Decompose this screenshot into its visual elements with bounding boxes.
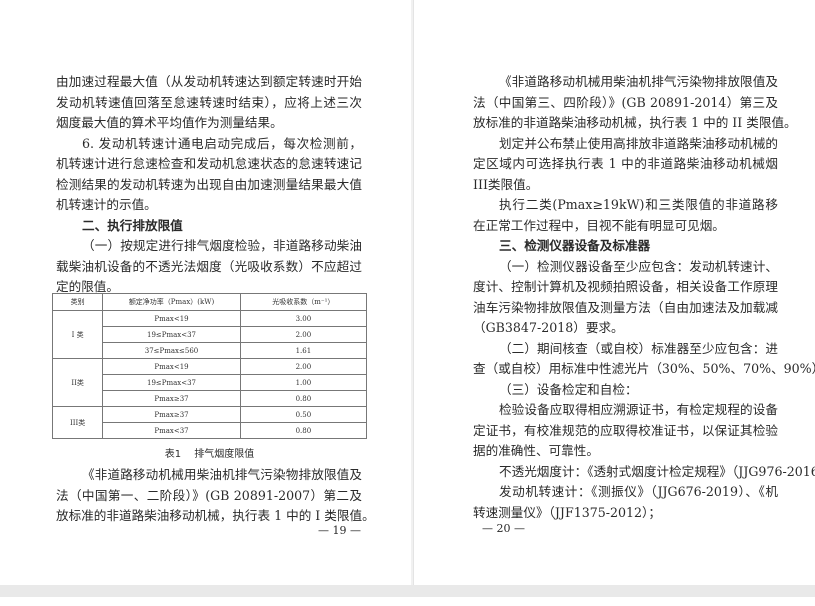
power-range-cell: Pmax≥37 bbox=[102, 406, 241, 423]
paragraph-line: （一）检测仪器设备至少应包含：发动机转速计、不透光烟 bbox=[499, 258, 778, 274]
paragraph-line: 由加速过程最大值（从发动机转速达到额定转速时开始采样，到 bbox=[56, 74, 362, 89]
paragraph-line: 定证书，有校准规范的应取得校准证书，以保证其检验结果和数 bbox=[473, 422, 778, 438]
paragraph-line: 法（中国第一、二阶段）》(GB 20891-2007）第二及以前阶段排 bbox=[56, 487, 362, 503]
paragraph-line: 烟度最大值的算术平均值作为测量结果。 bbox=[56, 115, 283, 130]
power-range-cell: 37≤Pmax≤560 bbox=[102, 342, 241, 359]
paragraph-line: 据的准确性、可靠性。 bbox=[473, 443, 599, 458]
absorption-coefficient-cell: 0.80 bbox=[239, 390, 368, 407]
power-range-cell: Pmax<37 bbox=[102, 422, 241, 439]
table-row: I 类 Pmax<19 3.00 bbox=[51, 310, 368, 359]
paragraph-line: 度计、控制计算机及视频拍照设备，相关设备工作原理应满足《柴 bbox=[473, 279, 778, 294]
paragraph-line: （GB3847-2018）要求。 bbox=[473, 320, 624, 335]
category-cell: III类 bbox=[51, 406, 104, 439]
left-page-text-bottom: 《非道路移动机械用柴油机排气污染物排放限值及测量方法（中国第一、二阶段）》(GB… bbox=[56, 465, 375, 527]
power-range-cell: 19≤Pmax<37 bbox=[102, 374, 241, 391]
table-header-cell: 光吸收系数（m⁻¹） bbox=[239, 293, 368, 311]
emission-limit-table: 类别 额定净功率（Pmax）(kW) 光吸收系数（m⁻¹） I 类 Pmax<19 3.… bbox=[51, 293, 368, 439]
page-number: — 20 — bbox=[482, 522, 525, 535]
table-row: Pmax≥37 0.80 bbox=[53, 390, 368, 407]
page-number: — 19 — bbox=[318, 524, 361, 537]
paragraph-line: 发动机转速值回落至怠速转速时结束），应将上述三次自由加速 bbox=[56, 94, 362, 110]
category-cell: II类 bbox=[51, 358, 104, 407]
table-row: II类 Pmax<19 2.00 bbox=[51, 358, 368, 407]
power-range-cell: Pmax≥37 bbox=[102, 390, 241, 407]
paragraph-line: （二）期间核查（或自校）标准器至少应包含：进行期间核 bbox=[499, 340, 778, 356]
paragraph-line: 不透光烟度计：《透射式烟度计检定规程》（JJG976-2016）； bbox=[499, 463, 815, 479]
right-page-text: 《非道路移动机械用柴油机排气污染物排放限值及测量方法（中国第三、四阶段）》(GB… bbox=[473, 72, 815, 523]
absorption-coefficient-cell: 1.61 bbox=[239, 342, 368, 359]
paragraph-line: 执行二类(Pmax≥19kW)和三类限值的非道路移动柴油机械， bbox=[499, 197, 778, 212]
table-row: Pmax<37 0.80 bbox=[53, 422, 368, 439]
absorption-coefficient-cell: 0.50 bbox=[239, 406, 368, 423]
paragraph-line: 检测结果的发动机转速为出现自由加速测量结果最大值时发动 bbox=[56, 176, 362, 192]
absorption-coefficient-cell: 2.00 bbox=[239, 358, 368, 375]
section-heading: 二、执行排放限值 bbox=[82, 217, 183, 233]
paragraph-line: 在正常工作过程中，目视不能有明显可见烟。 bbox=[473, 217, 725, 233]
paragraph-line: 载柴油机设备的不透光法烟度（光吸收系数）不应超过表 1 规 bbox=[56, 258, 362, 274]
paragraph-line: 油车污染物排放限值及测量方法（自由加速法及加载减速法）》 bbox=[473, 299, 778, 315]
right-page: 《非道路移动机械用柴油机排气污染物排放限值及测量方法（中国第三、四阶段）》(GB… bbox=[413, 0, 815, 585]
paragraph-line: 《非道路移动机械用柴油机排气污染物排放限值及测量方 bbox=[82, 467, 362, 482]
absorption-coefficient-cell: 2.00 bbox=[239, 326, 368, 343]
paragraph-line: 划定并公布禁止使用高排放非道路柴油移动机械的区域，限 bbox=[499, 135, 778, 151]
paragraph-line: （三）设备检定和自检： bbox=[499, 381, 638, 397]
paragraph-line: 法（中国第三、四阶段）》(GB 20891-2014）第三及以后阶段排 bbox=[473, 94, 778, 110]
power-range-cell: Pmax<19 bbox=[102, 310, 241, 327]
table-row: 19≤Pmax<37 1.00 bbox=[53, 374, 368, 391]
paragraph-line: 机转速计进行怠速检查和发动机怠速状态的怠速转速记录。作为 bbox=[56, 156, 362, 171]
power-range-cell: Pmax<19 bbox=[102, 358, 241, 375]
section-heading: 三、检测仪器设备及标准器 bbox=[499, 238, 651, 253]
paragraph-line: 发动机转速计：《测振仪》（JJG676-2019）、《机动车发动机 bbox=[499, 484, 778, 499]
paragraph-line: 定区域内可选择执行表 1 中的非道路柴油移动机械烟度排放的 bbox=[473, 156, 778, 171]
paragraph-line: 《非道路移动机械用柴油机排气污染物排放限值及测量方 bbox=[499, 74, 778, 89]
paragraph-line: 转速测量仪》（JJF1375-2012）； bbox=[473, 504, 661, 520]
table-header-cell: 额定净功率（Pmax）(kW) bbox=[102, 293, 241, 311]
paragraph-line: 检验设备应取得相应溯源证书，有检定规程的设备应取得检 bbox=[499, 402, 778, 417]
absorption-coefficient-cell: 3.00 bbox=[239, 310, 368, 327]
viewer-background-band bbox=[0, 585, 815, 597]
table-row: 19≤Pmax<37 2.00 bbox=[53, 326, 368, 343]
left-page-text-top: 由加速过程最大值（从发动机转速达到额定转速时开始采样，到发动机转速值回落至怠速转… bbox=[56, 72, 362, 298]
paragraph-line: （一）按规定进行排气烟度检验，非道路移动柴油机械和车 bbox=[82, 238, 362, 253]
paragraph-line: 6. 发动机转速计通电启动完成后，每次检测前，应对发动 bbox=[82, 135, 362, 151]
table-row: III类 Pmax≥37 0.50 bbox=[51, 406, 368, 439]
absorption-coefficient-cell: 1.00 bbox=[239, 374, 368, 391]
paragraph-line: 机转速计的示值。 bbox=[56, 197, 157, 212]
category-cell: I 类 bbox=[51, 310, 104, 359]
table-header-row: 类别 额定净功率（Pmax）(kW) 光吸收系数（m⁻¹） bbox=[51, 293, 368, 311]
absorption-coefficient-cell: 0.80 bbox=[239, 422, 368, 439]
paragraph-line: 定的限值。 bbox=[56, 279, 119, 294]
power-range-cell: 19≤Pmax<37 bbox=[102, 326, 241, 343]
paragraph-line: 放标准的非道路柴油移动机械，执行表 1 中的 I 类限值。 bbox=[56, 508, 375, 523]
paragraph-line: 查（或自校）用标准中性滤光片（30%、50%、70%、90%）。 bbox=[473, 361, 815, 376]
paragraph-line: 放标准的非道路柴油移动机械，执行表 1 中的 II 类限值。 bbox=[473, 115, 797, 130]
table-caption: 表1 排气烟度限值 bbox=[164, 449, 255, 460]
table-header-cell: 类别 bbox=[51, 293, 104, 311]
left-page: 由加速过程最大值（从发动机转速达到额定转速时开始采样，到发动机转速值回落至怠速转… bbox=[0, 0, 411, 585]
paragraph-line: III类限值。 bbox=[473, 176, 539, 192]
page-gutter bbox=[411, 0, 413, 585]
